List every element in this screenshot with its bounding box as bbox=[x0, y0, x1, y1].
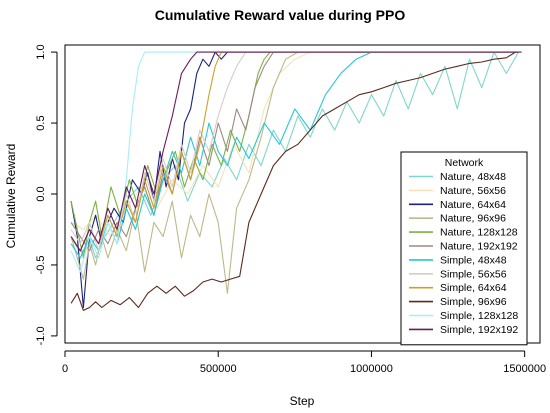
x-tick-label: 1000000 bbox=[350, 363, 393, 375]
series-line-7 bbox=[70, 51, 519, 252]
y-tick-label: 1.0 bbox=[35, 44, 47, 59]
legend-item-label: Nature, 64x64 bbox=[440, 199, 506, 211]
x-tick-label: 500000 bbox=[200, 363, 237, 375]
legend-item-label: Simple, 64x64 bbox=[440, 282, 507, 294]
legend: Network Nature, 48x48 Nature, 56x56 Nature,… bbox=[400, 151, 528, 346]
y-tick-label: 0.5 bbox=[35, 115, 47, 130]
series-line-0 bbox=[70, 51, 519, 259]
y-tick-label: -1.0 bbox=[35, 326, 47, 345]
series-line-8 bbox=[70, 51, 519, 252]
series-line-11 bbox=[70, 51, 519, 252]
y-tick-label: 0.0 bbox=[35, 186, 47, 201]
legend-item-label: Nature, 56x56 bbox=[440, 185, 506, 197]
legend-item-label: Nature, 96x96 bbox=[440, 213, 506, 225]
series-line-9 bbox=[70, 51, 522, 311]
legend-item-label: Simple, 56x56 bbox=[440, 268, 507, 280]
x-axis-label: Step bbox=[290, 394, 315, 408]
legend-item-label: Simple, 96x96 bbox=[440, 296, 507, 308]
y-axis-label: Cumulative Reward bbox=[4, 144, 18, 249]
y-tick-label: -0.5 bbox=[35, 255, 47, 274]
legend-item-label: Simple, 192x192 bbox=[440, 324, 518, 336]
series-layer bbox=[70, 51, 522, 311]
axes-layer: 0 500000 1000000 1500000 -1.0 -0.5 0.0 0.5 1.0 bbox=[35, 44, 546, 375]
x-tick-label: 0 bbox=[62, 363, 68, 375]
x-tick-label: 1500000 bbox=[503, 363, 546, 375]
legend-item-label: Nature, 192x192 bbox=[440, 241, 518, 253]
series-line-4 bbox=[70, 51, 519, 259]
legend-title: Network bbox=[445, 157, 484, 169]
legend-item-label: Nature, 128x128 bbox=[440, 227, 518, 239]
legend-item-label: Nature, 48x48 bbox=[440, 171, 506, 183]
legend-item-label: Simple, 48x48 bbox=[440, 254, 507, 266]
chart-title: Cumulative Reward value during PPO bbox=[155, 7, 406, 23]
plot-frame bbox=[64, 44, 541, 344]
legend-box bbox=[400, 151, 528, 346]
legend-item-label: Simple, 128x128 bbox=[440, 310, 518, 322]
